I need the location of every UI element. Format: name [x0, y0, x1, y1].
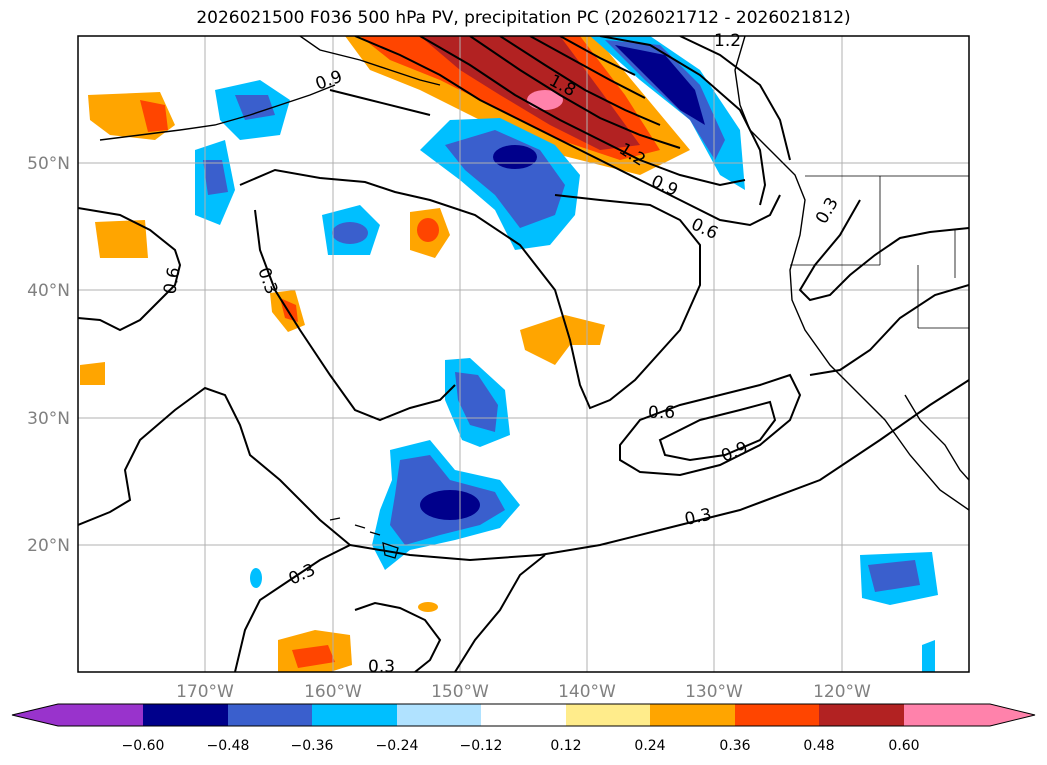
pv-contour-03-g [798, 199, 969, 302]
colorbar-tick-label: −0.12 [460, 738, 503, 754]
colorbar-segment [650, 704, 735, 726]
colorbar-segment [819, 704, 904, 726]
precip-negative-central-north-max [493, 145, 537, 169]
colorbar-segment [481, 704, 566, 726]
precip-negative-se-core [868, 560, 920, 592]
gridlines [78, 36, 969, 672]
precip-negative-nw-2-core [203, 160, 228, 195]
map-frame [77, 35, 970, 673]
pv-contour-03-f [454, 554, 546, 672]
pv-contour-band-6 [559, 36, 636, 76]
colorbar: −0.60 −0.48 −0.36 −0.24 −0.12 0.12 0.24 … [11, 703, 1036, 754]
baja-coast [904, 394, 969, 481]
precip-positive-tiny [418, 602, 438, 612]
pv-contours [78, 36, 969, 672]
state-borders [790, 175, 969, 329]
pv-contour-09 [658, 400, 777, 462]
pv-contour-north-loop [599, 36, 767, 206]
precip-positive-central [520, 315, 605, 365]
pv-contour-03-c [78, 386, 352, 672]
pv-contour-nw [329, 89, 431, 116]
precip-negative-se-edge [922, 640, 935, 672]
pv-contour-03-b [254, 209, 456, 422]
colorbar-extend-left [12, 704, 143, 726]
precip-negative-nw-core [235, 95, 275, 120]
lon-label-150w: 150°W [431, 682, 489, 702]
pv-contour-band-3 [469, 36, 681, 149]
colorbar-tick-label: −0.36 [291, 738, 334, 754]
pv-contour-north-loop-2 [679, 36, 791, 161]
precip-positive-south-core [292, 645, 335, 668]
lon-label-120w: 120°W [813, 682, 871, 702]
precip-negative-band-max [615, 45, 705, 125]
lon-label-160w: 160°W [304, 682, 362, 702]
contour-label: 0.6 [160, 266, 184, 296]
pv-contour-03-e [354, 601, 442, 672]
lat-label-20n: 20°N [27, 536, 70, 556]
precip-positive-peak [527, 90, 563, 110]
lat-label-30n: 30°N [27, 409, 70, 429]
colorbar-tick-label: 0.24 [634, 738, 665, 754]
lon-label-130w: 130°W [685, 682, 743, 702]
pv-contour-06-a [239, 168, 701, 410]
pv-contour-band-5 [529, 36, 646, 99]
precip-positive-band-max [420, 36, 640, 150]
pv-contour-03-h [809, 284, 969, 376]
contour-label: 0.3 [368, 657, 395, 677]
pv-contour-band-1 [354, 36, 781, 227]
colorbar-tick-label: 0.12 [550, 738, 581, 754]
colorbar-outline [11, 703, 1036, 727]
colorbar-tick-label: −0.24 [376, 738, 419, 754]
contour-label: 0.6 [648, 403, 675, 423]
colorbar-segment [566, 704, 650, 726]
pv-contour-band-4 [499, 36, 661, 126]
contour-label: 1.2 [714, 31, 741, 51]
precip-positive-west-2 [80, 362, 105, 385]
precip-negative-band-core [605, 40, 725, 160]
colorbar-segment [312, 704, 397, 726]
precip-positive-mid-core [417, 218, 439, 242]
colorbar-tick-label: −0.48 [207, 738, 250, 754]
pv-contour-03-d [349, 379, 969, 562]
colorbar-extend-right [904, 704, 1035, 726]
longitude-labels: 170°W 160°W 150°W 140°W 130°W 120°W [176, 682, 871, 702]
colorbar-segment [228, 704, 312, 726]
colorbar-segment [735, 704, 819, 726]
lon-label-170w: 170°W [176, 682, 234, 702]
pv-contour-03-a [78, 207, 182, 332]
colorbar-tick-label: 0.36 [719, 738, 750, 754]
precip-negative-mid-core [332, 222, 368, 244]
precip-positive-nw-core [140, 100, 168, 132]
colorbar-segment [397, 704, 481, 726]
colorbar-tick-label: −0.60 [122, 738, 165, 754]
latitude-labels: 50°N 40°N 30°N 20°N [27, 154, 70, 556]
figure-title: 2026021500 F036 500 hPa PV, precipitatio… [196, 8, 851, 28]
lat-label-50n: 50°N [27, 154, 70, 174]
precip-positive-west [95, 220, 148, 258]
aleutians [99, 84, 336, 141]
pv-contour-band-2 [419, 36, 746, 187]
precip-negative-tiny [250, 568, 262, 588]
colorbar-segment [143, 704, 228, 726]
precip-negative-south-max [420, 490, 480, 520]
lat-label-40n: 40°N [27, 281, 70, 301]
pv-contour-06-b [619, 373, 802, 477]
colorbar-tick-label: 0.60 [888, 738, 919, 754]
precip-negative-central-core [455, 372, 498, 432]
lon-label-140w: 140°W [558, 682, 616, 702]
colorbar-tick-label: 0.48 [803, 738, 834, 754]
alaska-coast [299, 36, 441, 86]
